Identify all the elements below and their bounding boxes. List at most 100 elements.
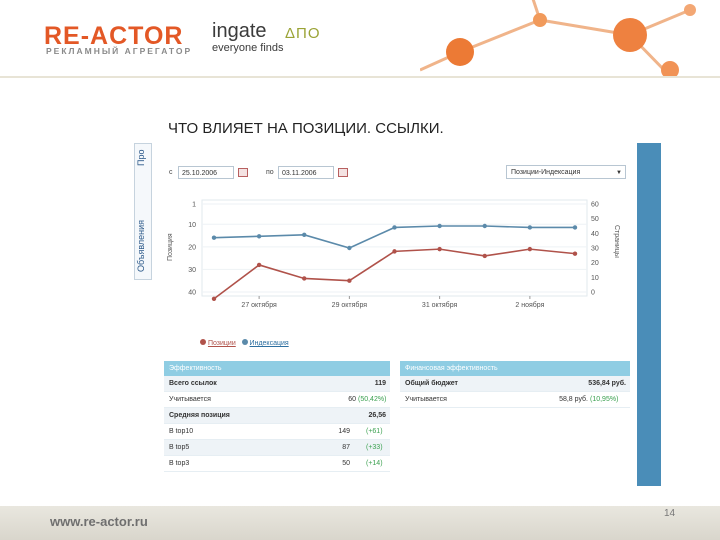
calendar-from-icon[interactable] — [238, 168, 248, 177]
data-point — [482, 223, 487, 229]
footer-url[interactable]: www.re-actor.ru — [50, 514, 148, 529]
ingate-logo: ingate — [212, 20, 267, 42]
date-to-label: по — [266, 169, 274, 176]
row-value: 58,8 руб. — [559, 396, 588, 403]
plot-frame — [201, 199, 588, 297]
row-value: 119 — [374, 380, 386, 387]
data-point — [347, 278, 352, 283]
ingate-tagline: everyone finds — [212, 42, 284, 54]
calendar-to-icon[interactable] — [338, 168, 348, 177]
data-point — [347, 245, 352, 251]
legend-positions-swatch — [200, 339, 206, 345]
chevron-down-icon: ▼ — [616, 170, 622, 176]
date-from-label: с — [169, 169, 173, 176]
financial-panel: Финансовая эффективность Общий бюджет 53… — [400, 361, 630, 408]
efficiency-panel: Эффективность Всего ссылок 119 Учитывает… — [164, 361, 390, 472]
y-right-axis-label: Страницы — [613, 225, 620, 258]
data-point — [437, 223, 442, 229]
data-point — [392, 249, 397, 254]
row-label: Общий бюджет — [405, 380, 458, 387]
row-label: В top10 — [169, 428, 194, 435]
legend-positions-label[interactable]: Позиции — [207, 340, 236, 347]
side-tab-ads[interactable]: Объявления — [136, 219, 146, 272]
chart-left-axis: 1 10 20 30 40 — [188, 202, 196, 297]
table-row: Средняя позиция 26,56 — [164, 408, 390, 424]
row-delta: (50,42%) — [358, 396, 387, 403]
left-tick-label: 1 — [192, 202, 196, 209]
right-tick-label: 30 — [591, 246, 599, 253]
row-value: 149 — [338, 428, 350, 435]
side-tab-strip: Объявления Про — [134, 143, 152, 280]
row-value: 87 — [342, 444, 350, 451]
chart-right-axis: 60 50 40 30 20 10 0 — [591, 202, 599, 297]
table-row: В top10 149 (+61) — [164, 424, 390, 440]
date-from-field[interactable]: 25.10.2006 — [178, 166, 234, 179]
page-number: 14 — [664, 508, 676, 519]
data-point — [572, 225, 578, 230]
report-panel: с 25.10.2006 по 03.11.2006 Позиции-Индек… — [154, 143, 637, 486]
right-tick-label: 40 — [591, 231, 599, 238]
left-tick-label: 20 — [188, 244, 196, 251]
metric-select-value: Позиции-Индексация — [511, 169, 581, 176]
row-delta: (+14) — [366, 460, 383, 467]
right-tick-label: 50 — [591, 216, 599, 223]
embedded-screenshot: Объявления Про с 25.10.2006 по 03.11.200… — [124, 143, 661, 486]
series-line-positions — [213, 248, 576, 300]
row-label: Учитывается — [405, 396, 447, 403]
row-label: Всего ссылок — [169, 380, 217, 387]
row-label: Учитывается — [169, 396, 211, 403]
row-delta: (+61) — [366, 428, 383, 435]
data-point — [302, 276, 307, 281]
metric-select[interactable]: Позиции-Индексация ▼ — [506, 165, 626, 179]
data-point — [256, 234, 262, 239]
row-label: Средняя позиция — [169, 412, 230, 419]
side-panel: Объявления Про — [124, 143, 154, 486]
row-value: 536,84 руб. — [588, 380, 626, 387]
row-label: В top5 — [169, 444, 190, 451]
reactor-logo: RE-ACTOR — [44, 22, 184, 50]
right-tick-label: 60 — [591, 202, 599, 209]
row-value: 26,56 — [368, 412, 386, 419]
data-point — [482, 253, 487, 259]
right-tick-label: 20 — [591, 260, 599, 267]
header-divider — [0, 76, 720, 78]
table-row: Всего ссылок 119 — [164, 376, 390, 392]
data-point — [211, 296, 217, 301]
ingate-logo-marks: ΔΠΟ — [285, 25, 321, 42]
side-tab-pro[interactable]: Про — [136, 149, 146, 166]
right-tick-label: 10 — [591, 275, 599, 282]
row-label: В top3 — [169, 460, 190, 467]
data-point — [392, 225, 397, 230]
row-value: 60 — [348, 396, 356, 403]
data-point — [302, 232, 307, 237]
slide-footer: www.re-actor.ru — [0, 506, 720, 540]
x-tick-label: 27 октября — [241, 301, 277, 309]
legend-indexation-label[interactable]: Индексация — [249, 340, 289, 347]
reactor-logo-subtitle: РЕКЛАМНЫЙ АГРЕГАТОР — [46, 46, 193, 56]
legend-indexation-swatch — [241, 339, 248, 345]
left-tick-label: 10 — [188, 222, 196, 229]
data-point — [527, 246, 533, 252]
left-tick-label: 40 — [188, 290, 196, 297]
chart-legend: Позиции Индексация — [200, 339, 289, 347]
data-point — [437, 246, 442, 252]
table-row: В top3 50 (+14) — [164, 456, 390, 472]
x-tick-label: 31 октября — [422, 301, 458, 309]
date-to-field[interactable]: 03.11.2006 — [278, 166, 334, 179]
molecule-decoration-icon — [420, 0, 696, 76]
row-delta: (10,95%) — [590, 396, 619, 403]
chart-x-axis: 27 октября 29 октября 31 октября 2 ноября — [241, 296, 545, 309]
table-row: Учитывается 58,8 руб. (10,95%) — [400, 392, 630, 408]
positions-chart: 1 10 20 30 40 60 50 40 30 20 10 0 27 октября 29 окт… — [167, 199, 620, 309]
table-row: В top5 87 (+33) — [164, 440, 390, 456]
chart-grid — [201, 199, 588, 297]
data-point — [572, 251, 578, 256]
left-tick-label: 30 — [188, 267, 196, 274]
chart-series — [211, 223, 578, 301]
slide-title: ЧТО ВЛИЯЕТ НА ПОЗИЦИИ. ССЫЛКИ. — [168, 120, 444, 137]
financial-panel-header: Финансовая эффективность — [400, 361, 630, 376]
table-row: Общий бюджет 536,84 руб. — [400, 376, 630, 392]
x-tick-label: 29 октября — [332, 301, 368, 309]
data-point — [527, 225, 533, 230]
data-point — [211, 235, 217, 240]
